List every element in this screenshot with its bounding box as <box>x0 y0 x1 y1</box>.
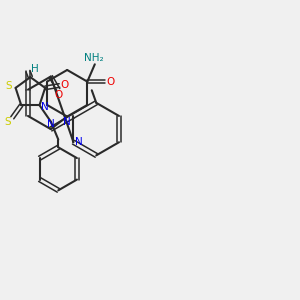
Text: O: O <box>54 90 62 100</box>
Text: N: N <box>63 117 71 127</box>
Text: H: H <box>31 64 38 74</box>
Text: N: N <box>75 137 83 147</box>
Text: N: N <box>41 102 49 112</box>
Text: S: S <box>6 81 12 92</box>
Text: S: S <box>4 117 11 127</box>
Text: O: O <box>106 76 115 87</box>
Text: O: O <box>61 80 69 91</box>
Text: NH₂: NH₂ <box>84 53 104 63</box>
Text: N: N <box>47 119 55 129</box>
